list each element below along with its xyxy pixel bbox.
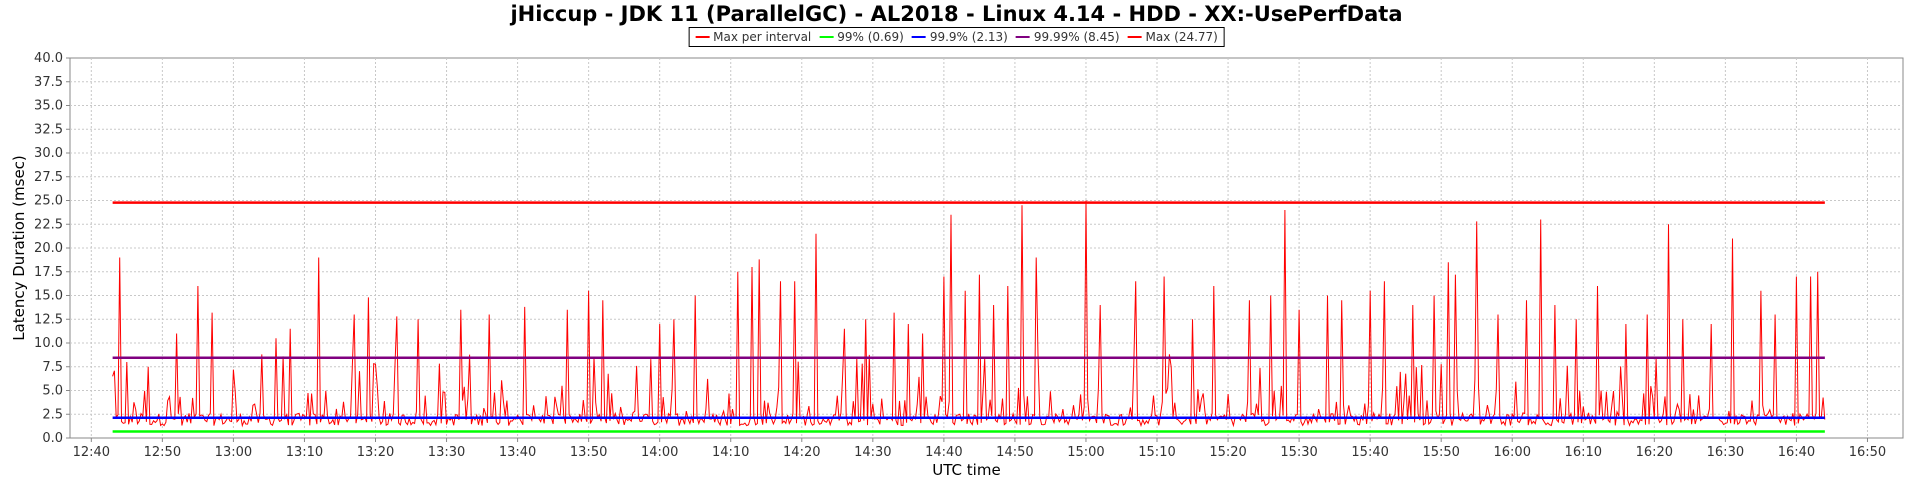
x-tick-label: 14:20 <box>783 445 820 460</box>
x-tick-label: 16:10 <box>1565 445 1602 460</box>
y-tick-label: 20.0 <box>34 241 63 256</box>
x-tick-label: 15:50 <box>1422 445 1459 460</box>
x-tick-label: 16:20 <box>1636 445 1673 460</box>
x-tick-label: 16:00 <box>1494 445 1531 460</box>
y-tick-label: 7.5 <box>42 360 63 375</box>
legend-label: 99% (0.69) <box>837 30 904 44</box>
legend-item: 99.99% (8.45) <box>1015 30 1120 44</box>
chart-title: jHiccup - JDK 11 (ParallelGC) - AL2018 -… <box>510 2 1403 26</box>
x-tick-label: 14:50 <box>996 445 1033 460</box>
y-axis-title: Latency Duration (msec) <box>10 155 28 341</box>
legend-label: Max per interval <box>713 30 812 44</box>
x-tick-label: 15:30 <box>1280 445 1317 460</box>
y-tick-label: 35.0 <box>34 99 63 114</box>
legend-label: 99.9% (2.13) <box>929 30 1008 44</box>
y-tick-label: 32.5 <box>34 122 63 137</box>
y-tick-label: 40.0 <box>34 51 63 66</box>
y-tick-label: 5.0 <box>42 384 63 399</box>
x-tick-label: 12:50 <box>144 445 181 460</box>
legend-item: Max per interval <box>695 30 811 44</box>
legend-label: Max (24.77) <box>1145 30 1218 44</box>
x-tick-label: 16:30 <box>1707 445 1744 460</box>
chart-legend: Max per interval 99% (0.69) 99.9% (2.13) 99… <box>688 27 1225 47</box>
x-tick-label: 13:20 <box>357 445 394 460</box>
legend-swatch <box>819 36 834 38</box>
legend-swatch <box>695 36 710 38</box>
x-tick-label: 16:40 <box>1778 445 1815 460</box>
x-tick-label: 15:10 <box>1138 445 1175 460</box>
x-axis-title: UTC time <box>932 461 1000 479</box>
y-tick-label: 17.5 <box>34 265 63 280</box>
x-tick-label: 15:00 <box>1067 445 1104 460</box>
y-tick-label: 22.5 <box>34 217 63 232</box>
legend-label: 99.99% (8.45) <box>1033 30 1120 44</box>
y-tick-label: 2.5 <box>42 407 63 422</box>
x-tick-label: 13:30 <box>428 445 465 460</box>
legend-item: Max (24.77) <box>1127 30 1218 44</box>
x-tick-label: 16:50 <box>1849 445 1886 460</box>
y-tick-label: 0.0 <box>42 431 63 446</box>
y-tick-label: 10.0 <box>34 336 63 351</box>
x-tick-label: 14:30 <box>854 445 891 460</box>
legend-item: 99% (0.69) <box>819 30 904 44</box>
x-tick-label: 13:50 <box>570 445 607 460</box>
legend-swatch <box>1127 36 1142 38</box>
y-tick-label: 25.0 <box>34 194 63 209</box>
x-tick-label: 14:10 <box>712 445 749 460</box>
y-tick-label: 37.5 <box>34 75 63 90</box>
x-tick-label: 15:40 <box>1351 445 1388 460</box>
legend-item: 99.9% (2.13) <box>911 30 1008 44</box>
y-tick-label: 30.0 <box>34 146 63 161</box>
y-tick-label: 15.0 <box>34 289 63 304</box>
y-tick-label: 27.5 <box>34 170 63 185</box>
x-tick-label: 13:40 <box>499 445 536 460</box>
legend-swatch <box>1015 36 1030 38</box>
x-tick-label: 13:00 <box>215 445 252 460</box>
x-tick-label: 14:40 <box>925 445 962 460</box>
x-tick-label: 13:10 <box>286 445 323 460</box>
x-tick-label: 15:20 <box>1209 445 1246 460</box>
y-tick-label: 12.5 <box>34 312 63 327</box>
legend-swatch <box>911 36 926 38</box>
x-tick-label: 12:40 <box>73 445 110 460</box>
x-tick-label: 14:00 <box>641 445 678 460</box>
series-max-per-interval <box>112 200 1826 428</box>
